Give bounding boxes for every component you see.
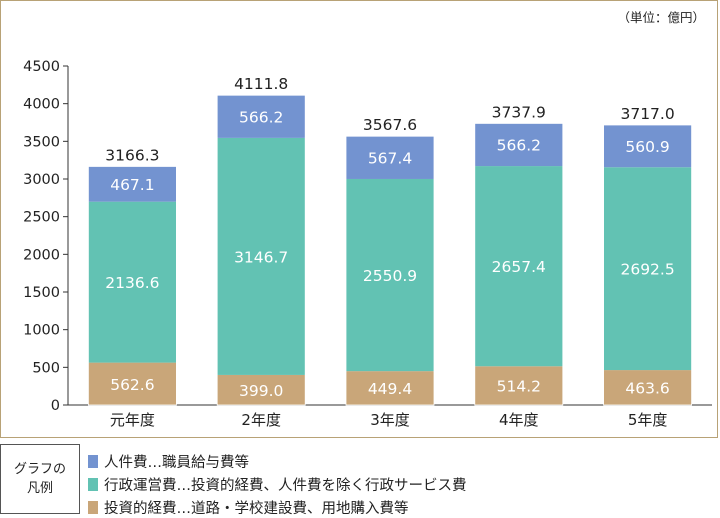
bar-segment-label: 2550.9: [363, 267, 417, 285]
bar-segment-label: 560.9: [625, 138, 669, 156]
x-category-label: 5年度: [628, 411, 668, 429]
bar-outline: [603, 124, 692, 406]
bar-segment-label: 463.6: [625, 380, 669, 398]
bar-segment: [346, 178, 434, 372]
x-category-label: 2年度: [241, 411, 281, 429]
bar-outline: [345, 135, 435, 406]
bar-segment-label: 2136.6: [105, 274, 159, 292]
x-category-label: 元年度: [110, 411, 155, 429]
bar-segment: [88, 166, 177, 202]
legend-item-investment: 投資的経費…道路・学校建設費、用地購入費等: [88, 497, 409, 518]
legend-title-line1: グラフの: [13, 462, 66, 477]
bar-total-label: 4111.8: [234, 75, 288, 93]
y-tick-label: 4500: [23, 59, 60, 75]
y-tick-label: 0: [51, 398, 60, 414]
bar-outline: [474, 123, 564, 406]
bar-segment: [474, 123, 563, 167]
legend-swatch-personnel: [88, 455, 98, 468]
chart-frame: [0, 0, 718, 438]
bar-segment: [603, 167, 692, 371]
legend-title-line2: 凡例: [26, 481, 53, 496]
x-category-label: 4年度: [499, 411, 539, 429]
bar-total-label: 3717.0: [620, 105, 674, 123]
legend-item-personnel: 人件費…職員給与費等: [88, 451, 249, 472]
bar-segment-label: 567.4: [368, 150, 412, 168]
legend-item-operations: 行政運営費…投資的経費、人件費を除く行政サービス費: [88, 474, 467, 495]
stacked-bar-chart: 0 500 1000 1500 2000 2500 3000 3500 4000 4500 562…: [23, 10, 712, 429]
bar-segment-label: 3146.7: [234, 248, 288, 266]
bar-segment: [474, 366, 563, 405]
bar-total-label: 3567.6: [363, 116, 417, 134]
bar-segment: [217, 374, 306, 405]
legend-label-operations: 行政運営費…投資的経費、人件費を除く行政サービス費: [104, 478, 467, 494]
unit-note: （単位：億円）: [617, 10, 705, 25]
x-category-label: 3年度: [370, 411, 410, 429]
bar-segment-label: 467.1: [110, 176, 154, 194]
bar-total-label: 3166.3: [105, 146, 159, 164]
legend-label-investment: 投資的経費…道路・学校建設費、用地購入費等: [104, 501, 409, 517]
bar-segment: [346, 371, 434, 405]
bar-segment-label: 399.0: [239, 382, 283, 400]
y-tick-label: 1000: [23, 323, 60, 339]
legend-swatch-investment: [88, 501, 98, 514]
bar-segment: [88, 201, 177, 363]
bar-segment-label: 566.2: [497, 137, 541, 155]
bar-total-label: 3737.9: [492, 103, 546, 121]
bar-segment-label: 562.6: [110, 376, 154, 394]
bar-segment-label: 566.2: [239, 109, 283, 127]
bar-segment-label: 449.4: [368, 380, 412, 398]
y-tick-label: 4000: [23, 97, 60, 113]
bar-outline: [216, 94, 306, 406]
legend-swatch-operations: [88, 478, 98, 491]
bar-segment: [217, 95, 306, 138]
bar-segment: [217, 137, 306, 375]
y-tick-label: 1500: [23, 285, 60, 301]
bar-segment: [346, 136, 434, 179]
bar-segment: [603, 370, 692, 405]
legend-title-box: グラフの 凡例: [0, 444, 80, 514]
bar-segment: [474, 166, 563, 367]
y-tick-label: 3500: [23, 134, 60, 150]
bar-outline: [88, 166, 177, 406]
bar-segment-label: 2657.4: [492, 258, 546, 276]
y-tick-label: 500: [32, 360, 60, 376]
y-tick-label: 3000: [23, 172, 60, 188]
bar-segment: [603, 124, 692, 168]
bar-segment-label: 2692.5: [620, 261, 674, 279]
bar-segment: [88, 362, 177, 405]
y-tick-label: 2000: [23, 247, 60, 263]
bar-segment-label: 514.2: [497, 378, 541, 396]
y-tick-label: 2500: [23, 210, 60, 226]
legend-label-personnel: 人件費…職員給与費等: [104, 455, 249, 471]
